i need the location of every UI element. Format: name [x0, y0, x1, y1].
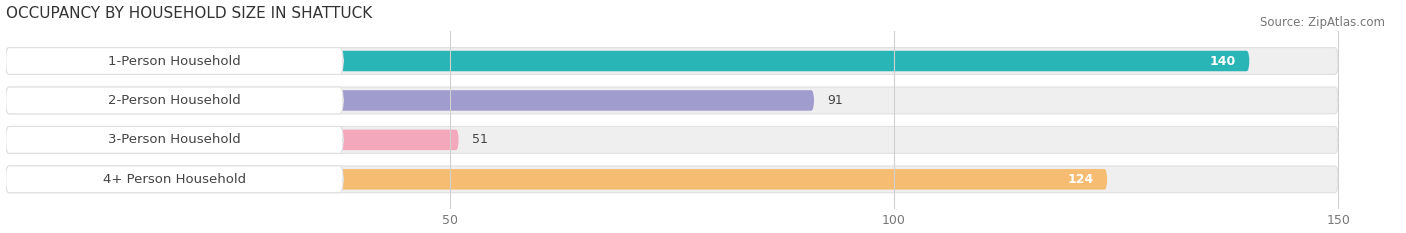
- Text: 3-Person Household: 3-Person Household: [108, 133, 240, 146]
- FancyBboxPatch shape: [6, 127, 1339, 153]
- FancyBboxPatch shape: [6, 166, 343, 193]
- Text: Source: ZipAtlas.com: Source: ZipAtlas.com: [1260, 16, 1385, 29]
- Text: 2-Person Household: 2-Person Household: [108, 94, 240, 107]
- Text: 91: 91: [827, 94, 844, 107]
- FancyBboxPatch shape: [6, 87, 343, 114]
- FancyBboxPatch shape: [6, 130, 458, 150]
- Text: 124: 124: [1067, 173, 1094, 186]
- Text: OCCUPANCY BY HOUSEHOLD SIZE IN SHATTUCK: OCCUPANCY BY HOUSEHOLD SIZE IN SHATTUCK: [6, 6, 371, 21]
- FancyBboxPatch shape: [6, 90, 814, 111]
- FancyBboxPatch shape: [6, 166, 1339, 193]
- FancyBboxPatch shape: [6, 169, 1108, 190]
- Text: 4+ Person Household: 4+ Person Household: [103, 173, 246, 186]
- FancyBboxPatch shape: [6, 48, 343, 74]
- FancyBboxPatch shape: [6, 51, 1250, 71]
- FancyBboxPatch shape: [6, 48, 1339, 74]
- Text: 51: 51: [472, 133, 488, 146]
- Text: 1-Person Household: 1-Person Household: [108, 55, 240, 68]
- FancyBboxPatch shape: [6, 87, 1339, 114]
- Text: 140: 140: [1209, 55, 1236, 68]
- FancyBboxPatch shape: [6, 127, 343, 153]
